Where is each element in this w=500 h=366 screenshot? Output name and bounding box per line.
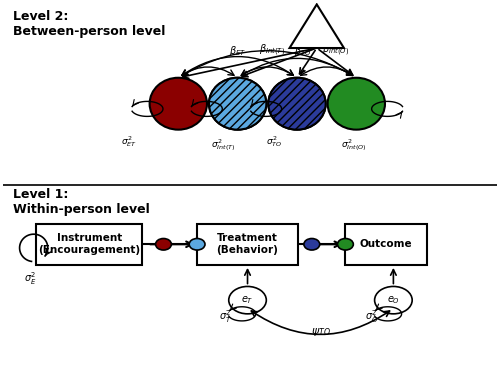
Circle shape [338,239,353,250]
Text: $\beta_{TO}$: $\beta_{TO}$ [294,44,311,57]
Text: $\sigma^2_{Int(O)}$: $\sigma^2_{Int(O)}$ [341,138,366,154]
Bar [197,224,298,265]
Circle shape [228,287,266,314]
Text: $e_T$: $e_T$ [241,294,254,306]
Text: Level 1:
Within-person level: Level 1: Within-person level [12,188,149,216]
Ellipse shape [209,78,266,130]
Ellipse shape [209,78,266,130]
Bar [345,224,427,265]
Text: Instrument
(Encouragement): Instrument (Encouragement) [38,234,140,255]
Text: Treatment
(Behavior): Treatment (Behavior) [216,234,278,255]
Text: $\sigma^2_{Int(T)}$: $\sigma^2_{Int(T)}$ [210,138,235,154]
Text: $\sigma^2_O$: $\sigma^2_O$ [364,309,378,325]
Text: $\beta_{ET}$: $\beta_{ET}$ [229,44,246,57]
Text: $\beta_{Int(O)}$: $\beta_{Int(O)}$ [322,42,349,57]
Ellipse shape [150,78,207,130]
Ellipse shape [328,78,385,130]
Text: $\sigma^2_{ET}$: $\sigma^2_{ET}$ [121,134,137,149]
Text: $\sigma^2_T$: $\sigma^2_T$ [219,309,232,325]
Text: $\sigma^2_{TO}$: $\sigma^2_{TO}$ [266,134,282,149]
Circle shape [156,239,172,250]
Text: $\psi_{TO}$: $\psi_{TO}$ [310,326,330,338]
Circle shape [304,239,320,250]
Text: $\sigma^2_E$: $\sigma^2_E$ [24,270,36,287]
Circle shape [374,287,412,314]
Ellipse shape [268,78,326,130]
Text: $\beta_{Int(T)}$: $\beta_{Int(T)}$ [258,42,285,57]
Text: Outcome: Outcome [360,239,412,249]
Polygon shape [290,4,344,48]
Ellipse shape [268,78,326,130]
Text: Level 2:
Between-person level: Level 2: Between-person level [12,10,165,38]
Bar [36,224,142,265]
Text: $e_O$: $e_O$ [387,294,400,306]
Circle shape [189,239,205,250]
